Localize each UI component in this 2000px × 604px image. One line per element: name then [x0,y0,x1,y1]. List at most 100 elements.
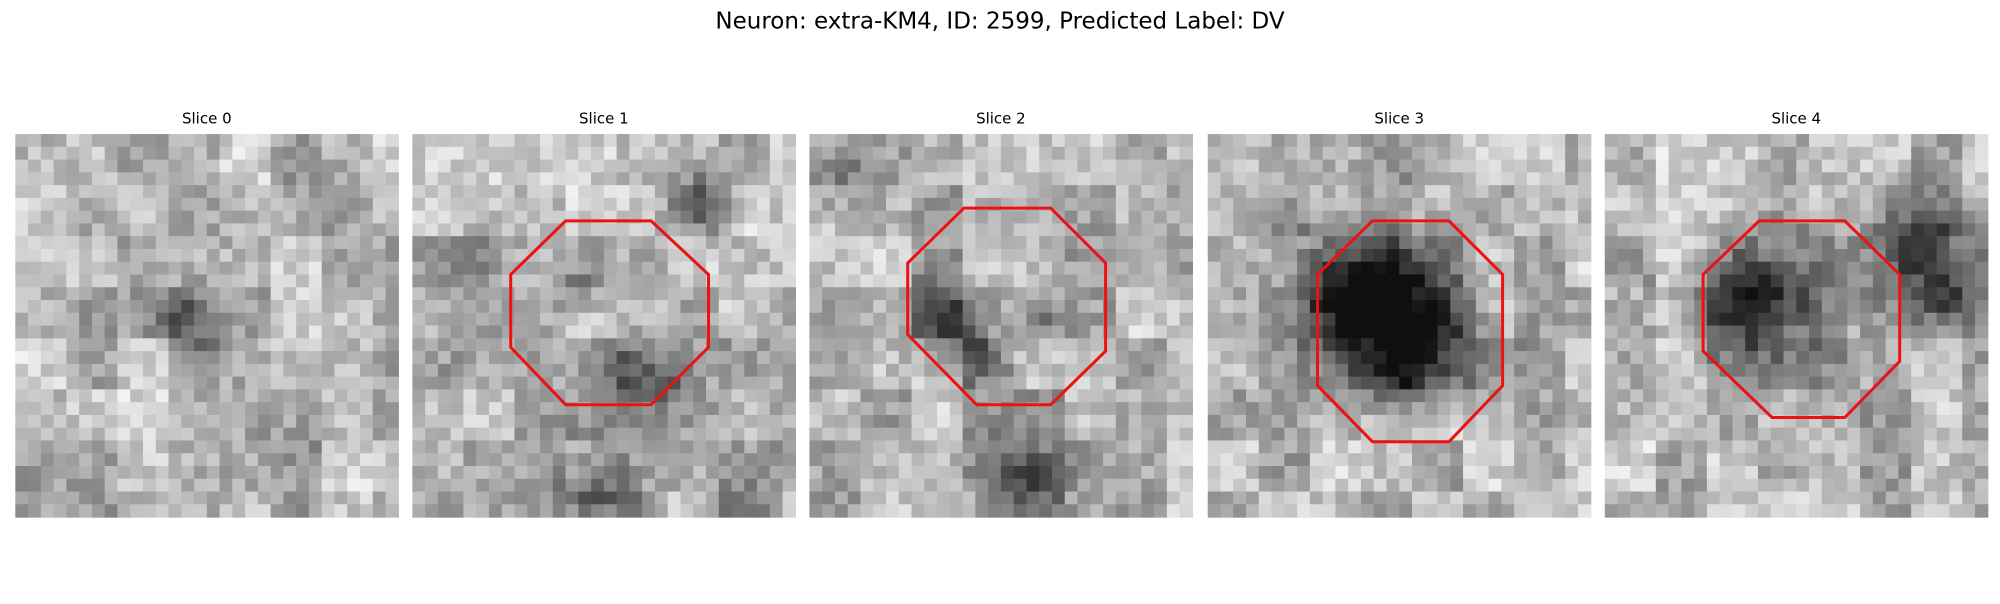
pixel [809,338,823,352]
pixel [1577,478,1592,493]
pixel [1539,146,1554,161]
pixel [809,491,823,505]
pixel [1258,351,1273,365]
pixel [245,465,259,480]
pixel [488,287,503,301]
pixel [1501,325,1515,339]
pixel [1514,491,1528,505]
pixel [194,134,208,148]
pixel [321,351,336,365]
pixel [911,159,925,173]
pixel [1745,453,1759,467]
pixel [270,465,285,480]
pixel [1077,134,1091,148]
pixel [1949,351,1963,365]
pixel [1757,453,1772,467]
pixel [219,414,233,429]
pixel [1630,172,1644,186]
pixel [1437,159,1451,173]
pixel [1577,389,1592,403]
pixel [949,427,964,442]
pixel [219,491,233,505]
pixel [1437,197,1451,212]
pixel [334,172,348,186]
pixel [1220,134,1234,148]
pixel [603,491,618,505]
pixel [181,414,195,429]
pixel [1885,236,1900,250]
pixel [1911,236,1925,250]
pixel [1322,465,1336,480]
pixel [1911,159,1925,173]
pixel [642,172,656,186]
pixel [527,414,541,429]
pixel [15,287,29,301]
pixel [1539,338,1554,352]
pixel [1039,274,1053,288]
pixel [744,338,758,352]
pixel [425,465,439,480]
pixel [731,351,745,365]
pixel [66,478,80,493]
pixel [642,287,656,301]
pixel [1246,159,1260,173]
pixel [385,134,399,148]
pixel [1821,402,1836,416]
pixel [130,465,144,480]
pixel [104,389,119,403]
pixel [1911,287,1925,301]
pixel [847,402,862,416]
pixel [1975,312,1989,327]
pixel [1681,172,1695,186]
pixel [488,261,503,276]
pixel [873,223,887,237]
pixel [437,248,452,263]
pixel [1348,274,1362,288]
pixel [1463,325,1477,339]
pixel [514,185,528,199]
pixel [91,146,106,161]
pixel [283,248,297,263]
pixel [28,312,42,327]
pixel [654,248,669,263]
pixel [91,491,106,505]
pixel [206,453,221,467]
pixel [1335,427,1349,442]
pixel [1577,300,1592,314]
pixel [847,159,862,173]
pixel [1141,312,1155,327]
pixel [283,402,297,416]
pixel [1885,159,1900,173]
pixel [1437,440,1451,454]
pixel [898,210,913,225]
pixel [988,274,1002,288]
pixel [667,453,682,467]
pixel [693,491,707,505]
pixel [1220,338,1234,352]
pixel [1424,172,1439,186]
pixel [28,210,42,225]
pixel [1064,312,1079,327]
pixel [28,427,42,442]
pixel [514,210,528,225]
pixel [347,491,361,505]
pixel [53,185,67,199]
pixel [1604,478,1619,493]
pixel [1399,134,1413,148]
pixel [1360,197,1375,212]
pixel [898,491,913,505]
pixel [1475,210,1490,225]
pixel [988,261,1002,276]
pixel [117,453,131,467]
pixel [347,223,361,237]
pixel [206,440,221,454]
pixel [654,453,669,467]
image-panel [15,134,399,518]
pixel [360,325,374,339]
pixel [334,504,348,518]
pixel [1655,427,1670,442]
pixel [1655,236,1670,250]
pixel [308,414,323,429]
pixel [1166,223,1181,237]
pixel [130,172,144,186]
